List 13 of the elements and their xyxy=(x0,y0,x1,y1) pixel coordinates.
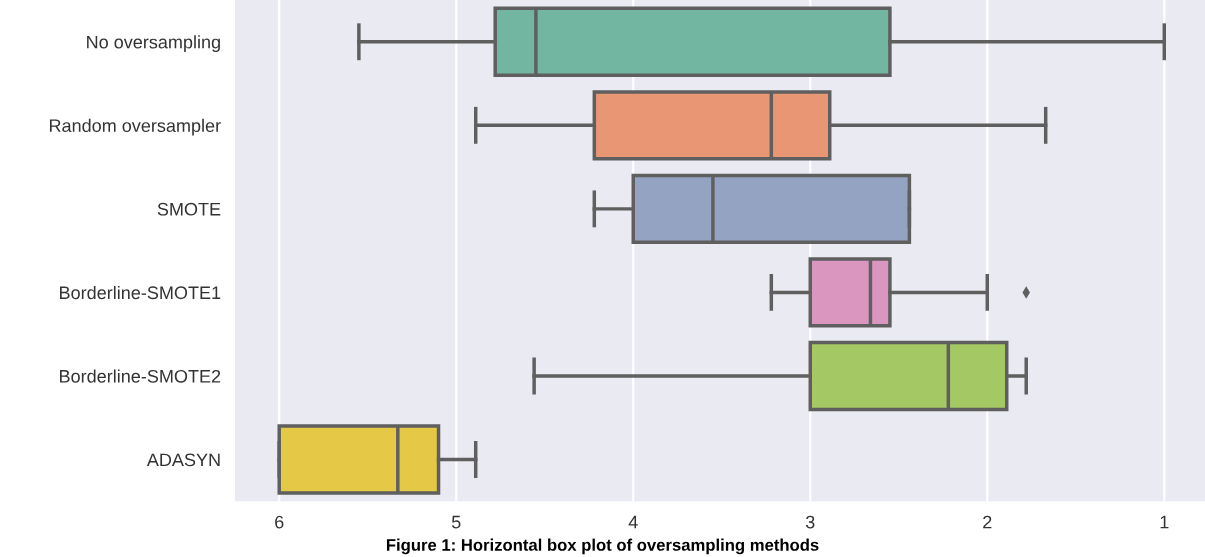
x-tick-label: 6 xyxy=(275,515,284,529)
x-tick-label: 4 xyxy=(628,515,638,529)
y-tick-label: Borderline-SMOTE2 xyxy=(60,369,221,383)
x-tick-label: 2 xyxy=(983,515,992,529)
y-tick-label: Random oversampler xyxy=(49,118,221,136)
x-tick-label: 5 xyxy=(451,515,461,529)
caption: Figure 1: Horizontal box plot of oversampling methods xyxy=(386,538,819,555)
x-tick-label: 3 xyxy=(805,515,815,529)
y-tick-label: SMOTE xyxy=(157,202,221,216)
y-tick-label: Borderline-SMOTE1 xyxy=(60,285,221,300)
y-tick-label: ADASYN xyxy=(146,453,220,467)
x-tick-label: 1 xyxy=(1160,515,1169,529)
y-tick-label: No oversampling xyxy=(87,35,220,53)
